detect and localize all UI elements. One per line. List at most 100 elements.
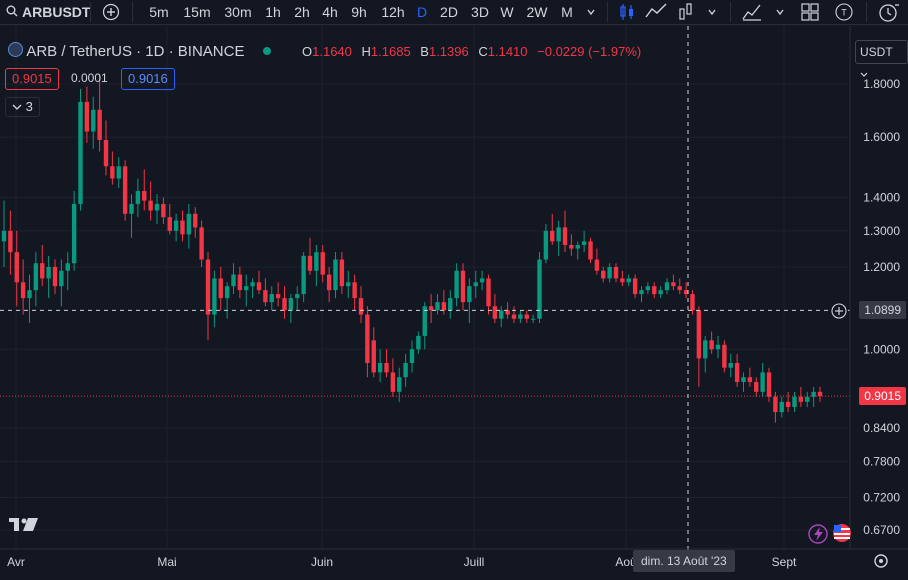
interval-2h[interactable]: 2h	[294, 4, 310, 20]
divider	[866, 2, 867, 22]
currency-select[interactable]: USDT	[855, 40, 908, 77]
interval-30m[interactable]: 30m	[224, 4, 252, 20]
market-status-dot	[262, 47, 271, 55]
candle-body	[448, 298, 453, 311]
candle-body	[492, 306, 498, 319]
text-icon[interactable]: T	[834, 3, 854, 21]
candle-body	[562, 227, 568, 245]
candle-body	[52, 266, 58, 287]
candle-body	[486, 278, 491, 307]
candle-body	[333, 259, 338, 291]
candle-body	[1, 230, 7, 242]
candle-body	[307, 255, 313, 271]
price-tick-label: 0.8400	[863, 421, 900, 435]
candle-body	[27, 290, 32, 299]
lightning-icon[interactable]	[808, 524, 828, 544]
close-value: 1.1410	[487, 44, 528, 59]
time-tick-label: Avr	[7, 555, 25, 569]
candle-body	[683, 290, 689, 295]
candle-body	[173, 220, 179, 231]
tradingview-logo-icon[interactable]	[9, 518, 38, 531]
interval-1h[interactable]: 1h	[265, 4, 281, 20]
candle-body	[205, 259, 211, 315]
interval-D[interactable]: D	[416, 4, 428, 20]
candle-body	[371, 340, 376, 373]
divider	[90, 2, 91, 22]
time-tick-label: Aoû	[615, 555, 636, 569]
candle-body	[110, 166, 115, 179]
candle-body	[384, 363, 389, 373]
candle-body	[116, 166, 121, 179]
candle-body	[798, 396, 804, 402]
candle-body	[530, 318, 536, 320]
candle-body	[792, 396, 797, 407]
candle-body	[588, 241, 593, 260]
interval-W[interactable]: W	[500, 4, 514, 20]
candle-body	[581, 241, 587, 245]
candle-body	[479, 278, 485, 283]
candle-body	[499, 310, 504, 319]
interval-12h[interactable]: 12h	[381, 4, 405, 20]
candle-body	[626, 278, 631, 283]
candle-body	[518, 314, 523, 319]
candle-body	[594, 259, 600, 271]
open-label: O	[302, 44, 313, 59]
candle-body	[722, 344, 727, 368]
interval-9h[interactable]: 9h	[351, 4, 367, 20]
candles	[1, 74, 823, 423]
crosshair-plus-icon[interactable]	[831, 303, 847, 319]
price-axis[interactable]: 1.8000 1.6000 1.4000 1.3000 1.2000 1.0000 0.84…	[863, 77, 900, 537]
pair-title[interactable]: ARB / TetherUS · 1D · BINANCE	[26, 43, 245, 60]
sell-button[interactable]: 0.9015	[5, 68, 59, 90]
candle-body	[212, 278, 217, 315]
last-price-tag: 0.9015	[859, 387, 906, 406]
candle-body	[652, 286, 657, 295]
candle-body	[142, 191, 147, 201]
candle-body	[454, 270, 459, 299]
interval-4h[interactable]: 4h	[322, 4, 338, 20]
chevron-down-icon[interactable]	[584, 3, 598, 21]
symbol-name[interactable]: ARBUSDT	[22, 4, 91, 20]
change-value: −0.0229 (−1.97%)	[537, 44, 642, 59]
candle-body	[569, 244, 574, 249]
interval-3D[interactable]: 3D	[471, 4, 489, 20]
high-label: H	[361, 44, 371, 59]
search-icon[interactable]	[6, 3, 18, 21]
us-flag-icon[interactable]	[833, 524, 851, 542]
interval-5m[interactable]: 5m	[149, 4, 169, 20]
time-axis[interactable]: Avr Mai Juin Juill Aoû Sept	[7, 555, 797, 569]
candle-body	[416, 335, 421, 350]
candle-body	[365, 314, 370, 364]
chevron-down-icon[interactable]	[705, 3, 719, 21]
candle-body	[620, 278, 625, 283]
candle-body	[766, 372, 772, 397]
candle-body	[352, 282, 357, 299]
layouts-icon[interactable]	[800, 3, 820, 21]
compare-add-icon[interactable]	[101, 3, 121, 21]
buy-button[interactable]: 0.9016	[121, 68, 175, 90]
price-tick-label: 1.2000	[863, 260, 900, 274]
low-value: 1.1396	[428, 44, 469, 59]
interval-M[interactable]: M	[561, 4, 573, 20]
interval-15m[interactable]: 15m	[183, 4, 211, 20]
indicators-toggle[interactable]: 3	[5, 97, 40, 117]
settings-gear-icon[interactable]	[874, 554, 888, 568]
low-label: B	[420, 44, 429, 59]
candle-body	[33, 263, 39, 291]
alert-icon[interactable]	[878, 3, 900, 22]
indicators-icon[interactable]	[741, 3, 763, 21]
interval-2W[interactable]: 2W	[526, 4, 548, 20]
candle-body	[632, 278, 638, 295]
line-chart-icon[interactable]	[644, 3, 668, 21]
interval-2D[interactable]: 2D	[440, 4, 458, 20]
candle-body	[696, 310, 702, 359]
candle-body	[817, 391, 823, 397]
candle-body	[301, 255, 306, 295]
bar-style-icon[interactable]	[677, 3, 695, 21]
candle-body	[14, 252, 19, 283]
candles-icon[interactable]	[618, 3, 636, 21]
chevron-down-icon[interactable]	[773, 3, 787, 21]
candle-body	[326, 274, 332, 291]
candle-body	[282, 298, 287, 311]
